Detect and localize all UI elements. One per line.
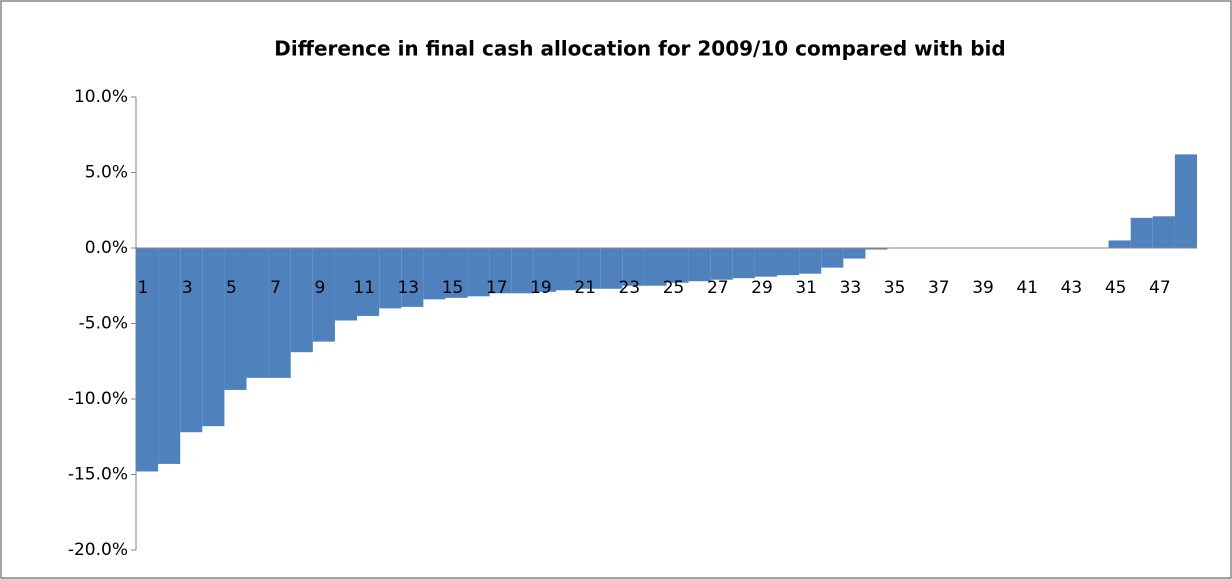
y-tick-label: 5.0%	[85, 163, 128, 183]
bar	[688, 248, 711, 282]
bar	[423, 248, 446, 300]
chart-title: Difference in final cash allocation for …	[274, 37, 1005, 61]
x-tick-label: 15	[442, 278, 464, 298]
x-tick-label: 39	[972, 278, 994, 298]
bar	[401, 248, 424, 307]
y-tick-label: 10.0%	[74, 87, 128, 107]
x-tick-label: 35	[884, 278, 906, 298]
bar	[1130, 217, 1153, 248]
x-tick-label: 19	[530, 278, 552, 298]
bar	[357, 248, 380, 316]
y-tick-label: -10.0%	[68, 389, 128, 409]
bar	[1174, 154, 1197, 248]
x-tick-label: 31	[795, 278, 817, 298]
bar	[467, 248, 490, 297]
bar	[732, 248, 755, 279]
bar	[555, 248, 579, 291]
bar	[511, 248, 534, 294]
bar	[445, 248, 468, 298]
bar	[666, 248, 689, 283]
bar	[334, 248, 358, 321]
x-tick-label: 25	[663, 278, 685, 298]
bar	[268, 248, 291, 378]
bar	[777, 248, 800, 276]
bar	[489, 248, 512, 294]
x-tick-label: 29	[751, 278, 773, 298]
bar	[644, 248, 667, 286]
x-tick-label: 41	[1016, 278, 1038, 298]
bar	[136, 248, 159, 472]
bar	[312, 248, 335, 342]
bar	[1108, 240, 1131, 248]
bar	[180, 248, 203, 433]
bar	[600, 248, 623, 289]
x-tick-label: 23	[619, 278, 641, 298]
bar	[379, 248, 402, 309]
bar	[799, 248, 822, 274]
bar	[224, 248, 247, 390]
x-tick-label: 43	[1061, 278, 1083, 298]
bar	[1152, 216, 1175, 248]
x-tick-label: 37	[928, 278, 950, 298]
x-tick-label: 33	[840, 278, 862, 298]
bar	[622, 248, 645, 286]
x-tick-label: 47	[1149, 278, 1171, 298]
bar	[246, 248, 269, 378]
x-tick-label: 7	[270, 278, 281, 298]
x-tick-label: 11	[353, 278, 375, 298]
bar	[754, 248, 778, 277]
bar	[290, 248, 313, 353]
x-tick-label: 13	[397, 278, 419, 298]
bar	[578, 248, 601, 289]
bar	[533, 248, 556, 292]
bar	[202, 248, 225, 427]
x-tick-label: 1	[138, 278, 149, 298]
y-tick-label: -20.0%	[68, 540, 128, 560]
bar	[865, 248, 888, 250]
x-tick-label: 9	[314, 278, 325, 298]
x-tick-label: 5	[226, 278, 237, 298]
x-tick-label: 21	[574, 278, 596, 298]
bar	[821, 248, 844, 268]
bar	[710, 248, 733, 280]
bar	[843, 248, 866, 259]
y-tick-label: -15.0%	[68, 465, 128, 485]
x-tick-label: 27	[707, 278, 729, 298]
y-tick-label: -5.0%	[79, 314, 128, 334]
bar	[158, 248, 181, 464]
y-tick-label: 0.0%	[85, 238, 128, 258]
x-tick-label: 3	[182, 278, 193, 298]
x-tick-label: 17	[486, 278, 508, 298]
x-tick-label: 45	[1105, 278, 1127, 298]
